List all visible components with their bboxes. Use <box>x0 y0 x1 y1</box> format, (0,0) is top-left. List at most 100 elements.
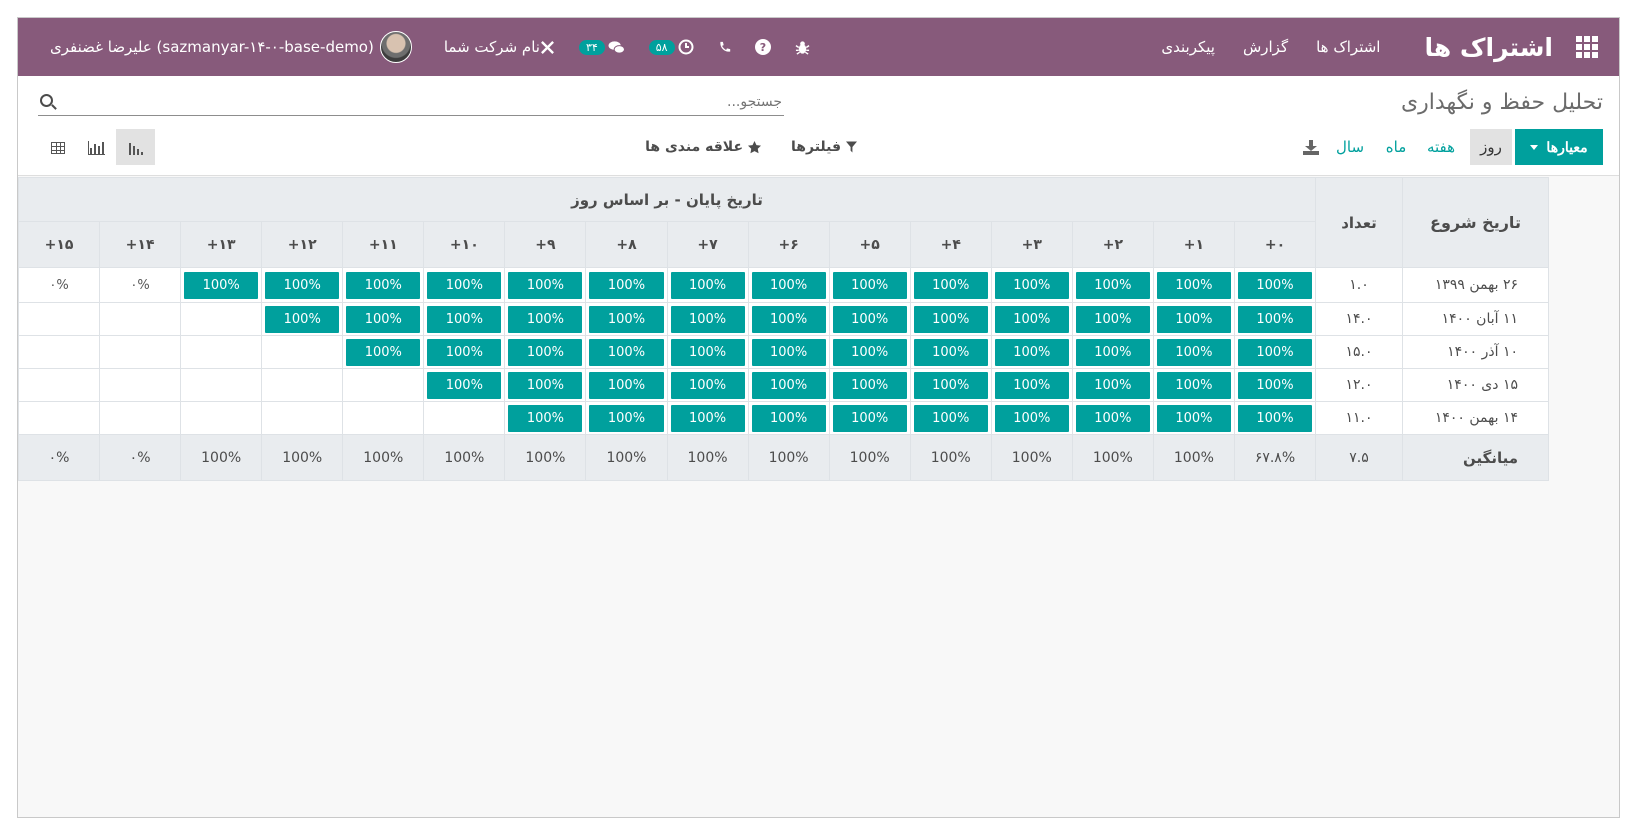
company-switcher[interactable]: نام شرکت شما <box>424 18 567 76</box>
cohort-cell[interactable]: 100% <box>342 302 425 336</box>
start-date-header[interactable]: تاریخ شروع <box>1402 177 1549 268</box>
cohort-cell[interactable]: 100% <box>747 335 830 369</box>
cohort-cell[interactable]: 100% <box>1071 335 1154 369</box>
cohort-cell[interactable]: 100% <box>828 401 911 435</box>
messaging-menu[interactable]: ۳۴ <box>567 18 637 76</box>
cohort-cell[interactable]: 100% <box>1152 267 1235 303</box>
cohort-cell[interactable]: 100% <box>747 368 830 402</box>
cohort-view-button[interactable] <box>116 129 155 165</box>
cohort-cell[interactable]: 100% <box>261 267 344 303</box>
download-icon[interactable] <box>1303 140 1319 155</box>
cohort-cell[interactable]: 100% <box>1233 368 1317 402</box>
cohort-cell[interactable]: 100% <box>423 302 506 336</box>
cohort-cell[interactable]: 100% <box>990 368 1073 402</box>
cohort-cell-value: 100% <box>1237 271 1312 299</box>
cohort-cell[interactable]: 100% <box>747 302 830 336</box>
bar-view-button[interactable] <box>77 129 116 165</box>
cohort-cell <box>342 401 425 435</box>
filters-menu[interactable]: فیلترها <box>791 139 857 155</box>
interval-week[interactable]: هفته <box>1426 138 1456 156</box>
app-brand[interactable]: اشتراک ها <box>1424 32 1553 62</box>
messages-count-badge: ۳۴ <box>578 39 605 55</box>
debug-menu[interactable] <box>783 18 822 76</box>
cohort-cell[interactable]: 100% <box>828 368 911 402</box>
cohort-cell <box>423 401 506 435</box>
search-icon[interactable] <box>40 94 53 107</box>
user-menu[interactable]: علیرضا غضنفری (sazmanyar-۱۴-۰-base-demo) <box>38 18 424 76</box>
cohort-cell[interactable]: 100% <box>1233 302 1317 336</box>
cohort-cell[interactable]: 100% <box>585 401 668 435</box>
interval-year[interactable]: سال <box>1335 138 1365 156</box>
cohort-cell[interactable]: 100% <box>666 267 749 303</box>
cohort-cell[interactable]: 100% <box>828 335 911 369</box>
cohort-cell[interactable]: 100% <box>180 267 263 303</box>
cohort-cell[interactable]: 100% <box>585 302 668 336</box>
cohort-cell[interactable]: 100% <box>261 302 344 336</box>
cohort-cell[interactable]: 100% <box>990 401 1073 435</box>
cohort-cell[interactable]: 100% <box>1152 368 1235 402</box>
cohort-cell[interactable]: 100% <box>1071 401 1154 435</box>
cohort-cell[interactable]: 100% <box>342 335 425 369</box>
cohort-cell[interactable]: 100% <box>1233 401 1317 435</box>
cohort-view: تاریخ شروع تعداد تاریخ پایان - بر اساس ر… <box>18 177 1549 481</box>
cohort-cell[interactable]: 100% <box>666 401 749 435</box>
cohort-cell[interactable]: 100% <box>342 267 425 303</box>
cohort-cell[interactable]: 100% <box>828 267 911 303</box>
cohort-cell[interactable]: 100% <box>504 302 587 336</box>
cohort-icon <box>128 141 143 155</box>
cohort-cell[interactable]: 100% <box>666 335 749 369</box>
cohort-cell[interactable]: 100% <box>1071 302 1154 336</box>
cohort-cell[interactable]: 100% <box>504 267 587 303</box>
menu-item-subscriptions[interactable]: اشتراک ها <box>1316 38 1381 56</box>
favorites-menu[interactable]: علاقه مندی ها <box>645 139 762 155</box>
list-view-button[interactable] <box>38 129 77 165</box>
cohort-cell[interactable]: 100% <box>504 368 587 402</box>
help-menu[interactable]: ? <box>743 18 783 76</box>
cohort-cell[interactable]: 100% <box>585 335 668 369</box>
cohort-cell-value: 100% <box>1075 371 1150 399</box>
cohort-cell[interactable]: 100% <box>666 368 749 402</box>
cohort-cell[interactable]: 100% <box>1233 335 1317 369</box>
cohort-cell[interactable]: 100% <box>909 302 992 336</box>
phone-menu[interactable] <box>706 18 743 76</box>
cohort-cell[interactable]: 100% <box>1152 335 1235 369</box>
app-menu-toggle[interactable] <box>1565 18 1609 76</box>
measures-button[interactable]: معیارها <box>1515 129 1603 165</box>
interval-day[interactable]: روز <box>1470 129 1512 165</box>
cohort-cell[interactable]: 100% <box>423 335 506 369</box>
cohort-cell-value: 100% <box>994 271 1069 299</box>
cohort-cell[interactable]: 100% <box>747 267 830 303</box>
cohort-cell[interactable]: 100% <box>1152 401 1235 435</box>
cohort-cell[interactable]: 100% <box>909 267 992 303</box>
cohort-cell[interactable]: 100% <box>423 368 506 402</box>
table-row: ۱۴ بهمن ۱۴۰۰ ۱۱.۰ 100% 100% 100% 100% 100% 100%… <box>18 401 1549 435</box>
cohort-cell[interactable]: 100% <box>909 335 992 369</box>
cohort-cell[interactable]: 100% <box>504 335 587 369</box>
cohort-cell[interactable]: 100% <box>990 302 1073 336</box>
count-header[interactable]: تعداد <box>1315 177 1403 268</box>
cohort-cell[interactable]: 100% <box>1152 302 1235 336</box>
cohort-cell[interactable]: 100% <box>909 368 992 402</box>
cohort-cell[interactable]: 100% <box>747 401 830 435</box>
company-name: نام شرکت شما <box>443 38 540 56</box>
interval-month[interactable]: ماه <box>1385 138 1407 156</box>
search-input[interactable] <box>38 88 784 115</box>
cohort-cell[interactable]: 100% <box>423 267 506 303</box>
cohort-cell[interactable]: 100% <box>1233 267 1317 303</box>
cohort-cell[interactable]: 100% <box>990 267 1073 303</box>
activity-menu[interactable]: ۵۸ <box>637 18 706 76</box>
cohort-cell[interactable]: 100% <box>585 267 668 303</box>
row-start-date: ۱۵ دی ۱۴۰۰ <box>1402 368 1549 402</box>
cohort-cell[interactable]: 100% <box>666 302 749 336</box>
cohort-cell[interactable]: 100% <box>990 335 1073 369</box>
cohort-cell[interactable]: 100% <box>504 401 587 435</box>
menu-item-configuration[interactable]: پیکربندی <box>1161 38 1215 56</box>
cohort-cell[interactable]: 100% <box>1071 267 1154 303</box>
cohort-cell[interactable]: 100% <box>828 302 911 336</box>
cohort-cell[interactable]: 100% <box>1071 368 1154 402</box>
cohort-cell[interactable]: 100% <box>909 401 992 435</box>
menu-item-reporting[interactable]: گزارش <box>1242 38 1289 56</box>
cohort-cell-value: 100% <box>1156 404 1231 432</box>
cohort-cell[interactable]: 100% <box>585 368 668 402</box>
cohort-cell-value: 100% <box>1237 338 1312 366</box>
